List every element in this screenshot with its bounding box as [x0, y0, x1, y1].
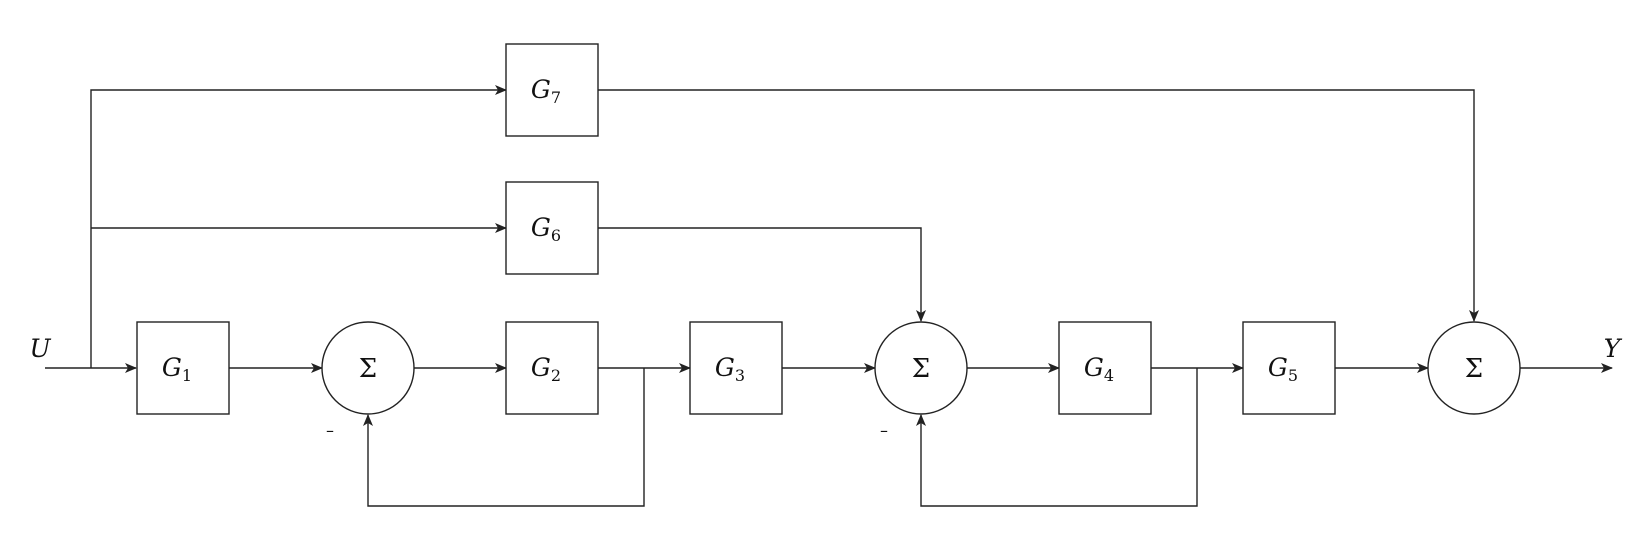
block-g1: G1: [136, 321, 230, 415]
block-g1-label: G1: [162, 353, 192, 385]
minus-sign: –: [326, 421, 334, 440]
sigma-symbol: Σ: [1465, 354, 1483, 384]
wire-g7-to-s3: [598, 89, 1479, 322]
block-g6-label: G6: [531, 213, 561, 245]
block-g2-label: G2: [531, 353, 561, 385]
output-signal-label: Y: [1604, 334, 1623, 363]
block-g4-label: G4: [1084, 353, 1114, 385]
wire-feedback-s1: [363, 368, 645, 507]
sigma-symbol: Σ: [359, 354, 377, 384]
input-signal-label: U: [29, 334, 51, 363]
block-g2: G2: [505, 321, 599, 415]
summing-junction-1: Σ –: [321, 321, 415, 440]
block-g5-label: G5: [1268, 353, 1298, 385]
wire-u-to-g7: [90, 85, 507, 368]
block-g7-label: G7: [531, 75, 561, 107]
wires: [45, 85, 1613, 507]
sigma-symbol: Σ: [912, 354, 930, 384]
summing-junction-2: Σ –: [874, 321, 968, 440]
block-g3-label: G3: [715, 353, 745, 385]
block-g6: G6: [505, 181, 599, 275]
block-g5: G5: [1242, 321, 1336, 415]
wire-g6-to-s2: [598, 227, 926, 322]
block-g7: G7: [505, 43, 599, 137]
wire-feedback-s2: [916, 368, 1198, 507]
minus-sign: –: [880, 421, 888, 440]
block-g3: G3: [689, 321, 783, 415]
summing-junction-3: Σ: [1427, 321, 1521, 415]
block-g4: G4: [1058, 321, 1152, 415]
